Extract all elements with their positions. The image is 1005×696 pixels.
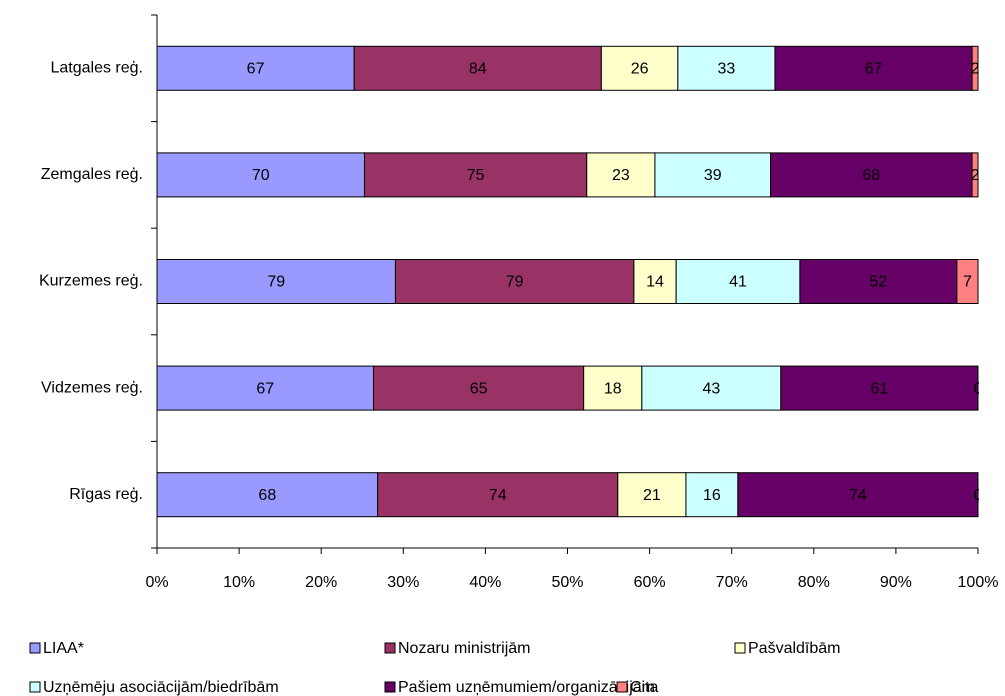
bar-segment [971,152,979,198]
x-tick-label: 60% [634,574,666,591]
bar-segment [654,152,772,198]
bar-segment [971,45,979,91]
legend-swatch [384,642,396,654]
legend-label: LIAA* [43,640,84,657]
y-tick-label: Zemgales reģ. [41,165,143,183]
bar-segment [675,259,801,304]
legend-swatch [384,681,396,693]
data-label: 2 [971,167,980,184]
data-label: 7 [963,274,972,291]
bar-segment [956,259,979,304]
data-label: 68 [258,487,276,504]
data-label: 52 [869,274,887,291]
bar-segment [583,365,643,411]
legend-label: Pašiem uzņēmumiem/organizācijām [398,679,655,696]
data-label: 65 [470,380,488,397]
data-label: 16 [703,487,721,504]
x-tick-label: 50% [551,574,583,591]
data-label: 67 [256,380,274,397]
data-label: 67 [865,61,883,78]
y-tick-label: Kurzemes reģ. [39,272,143,290]
y-tick-label: Latgales reģ. [50,59,143,77]
data-label: 61 [871,380,889,397]
bar-segment [677,45,776,91]
bar-segment [377,472,619,518]
y-tick-label: Vidzemes reģ. [41,378,143,396]
legend-swatch [734,642,746,654]
legend-label: Uzņēmēju asociācijām/biedrībām [43,679,279,696]
legend-label: Pašvaldībām [748,640,841,657]
bar-segment [353,45,602,91]
bar-segment [157,45,355,91]
x-tick-label: 20% [305,574,337,591]
data-label: 67 [247,61,265,78]
x-tick-label: 10% [223,574,255,591]
data-label: 84 [469,61,487,78]
x-tick-label: 0% [145,574,168,591]
data-label: 68 [862,167,880,184]
data-label: 70 [252,167,270,184]
y-tick-label: Rīgas reģ. [69,485,143,503]
x-tick-label: 80% [798,574,830,591]
legend-swatch [29,642,41,654]
bar-segment [600,45,679,91]
legend-label: Cita [630,679,659,696]
bar-segment [685,472,739,518]
data-label: 0 [974,487,983,504]
x-tick-label: 30% [387,574,419,591]
bar-segment [157,259,396,304]
legend-swatch [29,681,41,693]
data-label: 79 [506,274,524,291]
data-label: 75 [467,167,485,184]
bar-segment [157,365,375,411]
bar-segment [641,365,782,411]
legend-label: Nozaru ministrijām [398,640,530,657]
bar-segment [780,365,979,411]
data-label: 26 [631,61,649,78]
bar-segment [799,259,958,304]
data-label: 23 [612,167,630,184]
x-tick-label: 70% [716,574,748,591]
data-label: 18 [604,380,622,397]
bar-segment [633,259,677,304]
bar-segment [617,472,687,518]
data-label: 14 [646,274,664,291]
data-label: 74 [849,487,867,504]
data-label: 74 [489,487,507,504]
x-tick-label: 40% [469,574,501,591]
bar-segment [770,152,973,198]
bar-segment [373,365,585,411]
data-label: 79 [267,274,285,291]
data-label: 43 [702,380,720,397]
x-tick-label: 100% [958,574,999,591]
bar-segment [737,472,979,518]
data-label: 0 [974,380,983,397]
bar-segment [774,45,973,91]
data-label: 41 [729,274,747,291]
legend-swatch [616,681,628,693]
data-label: 39 [704,167,722,184]
x-tick-label: 90% [880,574,912,591]
bar-segment [394,259,635,304]
data-label: 2 [971,61,980,78]
data-label: 33 [718,61,736,78]
plot-area: 67 84 26 33 67 2 70 75 23 39 68 2 79 79 14 41 52 7 67 65 18 4… [157,45,983,518]
data-label: 21 [643,487,661,504]
